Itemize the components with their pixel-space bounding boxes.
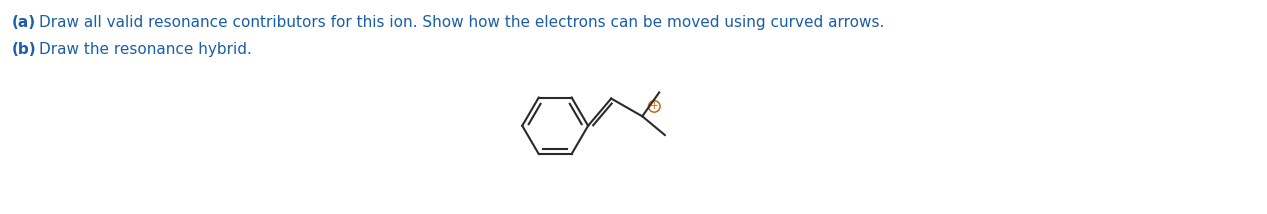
Text: (b): (b) <box>11 42 35 57</box>
Text: (a): (a) <box>11 15 35 30</box>
Text: +: + <box>650 101 659 111</box>
Text: Draw the resonance hybrid.: Draw the resonance hybrid. <box>39 42 252 57</box>
Text: Draw all valid resonance contributors for this ion. Show how the electrons can b: Draw all valid resonance contributors fo… <box>39 15 884 30</box>
